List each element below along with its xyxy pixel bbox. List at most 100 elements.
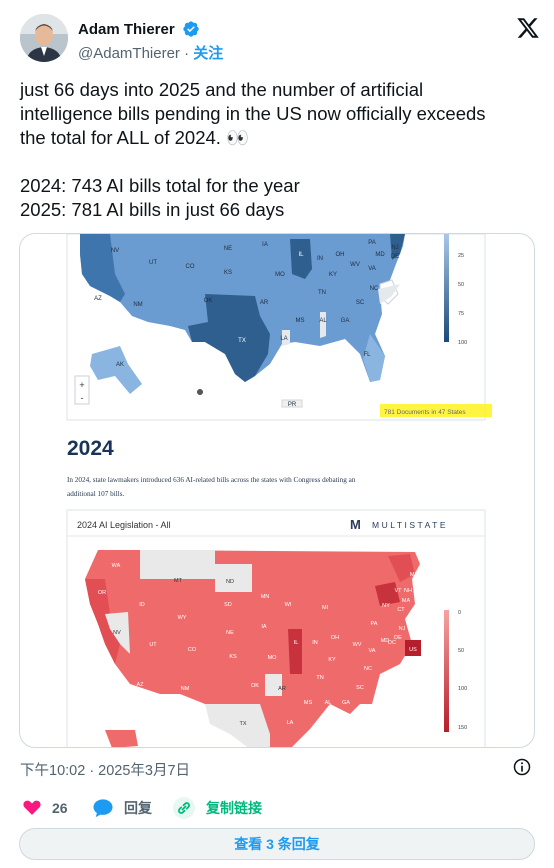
- year-heading: 2024: [67, 437, 114, 460]
- map-2025-label: AR: [260, 300, 269, 306]
- map-2024-label: CA: [96, 660, 104, 666]
- map-2024-label: DE: [394, 635, 402, 641]
- x-logo-icon[interactable]: [516, 16, 540, 40]
- tweet-line: 2025: 781 AI bills in just 66 days: [20, 199, 285, 220]
- copy-link-button[interactable]: 复制链接: [172, 797, 262, 819]
- map-2024-label: RI: [409, 615, 415, 621]
- map-2025-label: PR: [288, 402, 297, 408]
- map-2024-label: IN: [312, 640, 318, 646]
- heart-icon: [23, 800, 41, 815]
- map-2024-label: CT: [397, 607, 405, 613]
- map-2024-label: WA: [112, 563, 121, 569]
- tweet-line: 2024: 743 AI bills total for the year: [20, 175, 300, 196]
- map-2024-label: UT: [149, 642, 157, 648]
- map-2024-label: ND: [226, 579, 234, 585]
- legend-2024-tick: 0: [458, 610, 461, 616]
- map-2025-label: DE: [391, 254, 399, 260]
- like-button[interactable]: 26: [22, 797, 68, 819]
- follow-button[interactable]: 关注: [193, 45, 224, 63]
- map-2024-label: IL: [294, 640, 299, 646]
- legend-2025-tick: 25: [458, 253, 464, 259]
- show-replies-button[interactable]: 查看 3 条回复: [19, 828, 535, 860]
- tweet-line-gap: [20, 150, 540, 174]
- zoom-out-button[interactable]: -: [81, 393, 84, 403]
- like-count: 26: [52, 800, 68, 816]
- map-2024-label: PA: [371, 621, 378, 627]
- map-2024-label: AZ: [136, 682, 144, 688]
- map-2024-label: ME: [410, 572, 419, 578]
- map-2025-label: SC: [356, 300, 365, 306]
- reply-bubble-icon: [93, 799, 113, 818]
- map-2025-label: OH: [336, 252, 345, 258]
- map-2024-label: WI: [285, 602, 292, 608]
- map-2025-label: MS: [296, 318, 305, 324]
- documents-note: 781 Documents in 47 States: [384, 409, 466, 416]
- map-2024-label: IA: [261, 624, 267, 630]
- map-2025-label: MO: [275, 272, 285, 278]
- zoom-in-button[interactable]: +: [79, 380, 84, 390]
- map-2024-label: KY: [328, 657, 336, 663]
- summary-line: In 2024, state lawmakers introduced 636 …: [67, 476, 356, 484]
- handle-separator: ·: [184, 45, 190, 63]
- map-2024-label: CO: [188, 647, 197, 653]
- reply-button[interactable]: 回复: [92, 797, 152, 819]
- map-2025-label: IL: [298, 252, 304, 258]
- map-2024-label: TN: [316, 675, 323, 681]
- map-2025-label: AZ: [94, 296, 102, 302]
- map-2024-label: US: [409, 647, 417, 653]
- link-icon: [173, 797, 195, 819]
- multistate-logo-icon: M: [350, 517, 361, 532]
- map-2025-label: TX: [238, 338, 246, 344]
- tweet-timestamp[interactable]: 下午10:02 · 2025年3月7日: [20, 763, 191, 779]
- legend-2025-tick: 50: [458, 282, 464, 288]
- tweet-text: just 66 days into 2025 and the number of…: [20, 78, 540, 222]
- author-name[interactable]: Adam Thierer: [78, 20, 175, 38]
- map-2024-label: AR: [278, 686, 286, 692]
- action-bar: 26 回复 复制链接: [20, 797, 540, 819]
- summary-line: additional 107 bills.: [67, 490, 124, 498]
- map-2024-label: NE: [226, 630, 234, 636]
- map-2025-label: NM: [133, 302, 142, 308]
- map-2024-label: DC: [388, 640, 396, 646]
- map-zoom-control[interactable]: [74, 375, 90, 405]
- info-icon[interactable]: [512, 757, 532, 777]
- tweet-image[interactable]: NV IA NE UT CO KS IL IN OH PA NJ DE MD W…: [19, 233, 535, 748]
- map-2024-label: MO: [268, 655, 278, 661]
- map-2025-label: TN: [318, 290, 326, 296]
- map-2024-label: TX: [239, 721, 246, 727]
- map-2025-label: NC: [370, 286, 379, 292]
- map-2024-label: WV: [353, 642, 362, 648]
- tweet-line: just 66 days into 2025 and the number of…: [20, 79, 424, 100]
- tweet-line: intelligence bills pending in the US now…: [20, 103, 486, 124]
- map-2024-label: OK: [251, 683, 259, 689]
- map-2025-label: OK: [204, 298, 213, 304]
- map-2024-label: MA: [402, 598, 411, 604]
- map-2024-label: NC: [364, 666, 372, 672]
- author-handle[interactable]: @AdamThierer: [78, 45, 180, 63]
- map-2025-label: IA: [262, 242, 268, 248]
- map-2024-label: ID: [139, 602, 145, 608]
- tweet-header: Adam Thierer @AdamThierer · 关注: [20, 14, 540, 66]
- legend-2025-tick: 100: [458, 340, 467, 346]
- map-2024-label: OH: [331, 635, 339, 641]
- map-2025-label: LA: [280, 336, 287, 342]
- map-2024-label: NY: [382, 603, 390, 609]
- map-2024-label: MD: [381, 638, 390, 644]
- reply-label: 回复: [124, 800, 152, 816]
- map-2025-label: KS: [224, 270, 232, 276]
- map-2024: WA OR MT ND MN ME VT NH MA CT NY ID SD W…: [85, 550, 421, 747]
- map-2024-label: LA: [287, 720, 294, 726]
- legend-2025-tick: 75: [458, 311, 464, 317]
- map-2024-title: 2024 AI Legislation - All: [77, 520, 171, 530]
- map-2025-label: UT: [149, 260, 157, 266]
- map-2024-label: NM: [181, 686, 190, 692]
- map-2025-label: WV: [350, 262, 360, 268]
- map-2025-label: NJ: [391, 245, 398, 251]
- multistate-brand: MULTISTATE: [372, 520, 448, 530]
- map-2024-label: NV: [113, 630, 121, 636]
- map-2025-label: AK: [116, 362, 124, 368]
- map-2025-label: PA: [368, 240, 376, 246]
- map-2024-label: MT: [174, 578, 183, 584]
- author-avatar[interactable]: [20, 14, 68, 62]
- map-2025: NV IA NE UT CO KS IL IN OH PA NJ DE MD W…: [80, 234, 405, 408]
